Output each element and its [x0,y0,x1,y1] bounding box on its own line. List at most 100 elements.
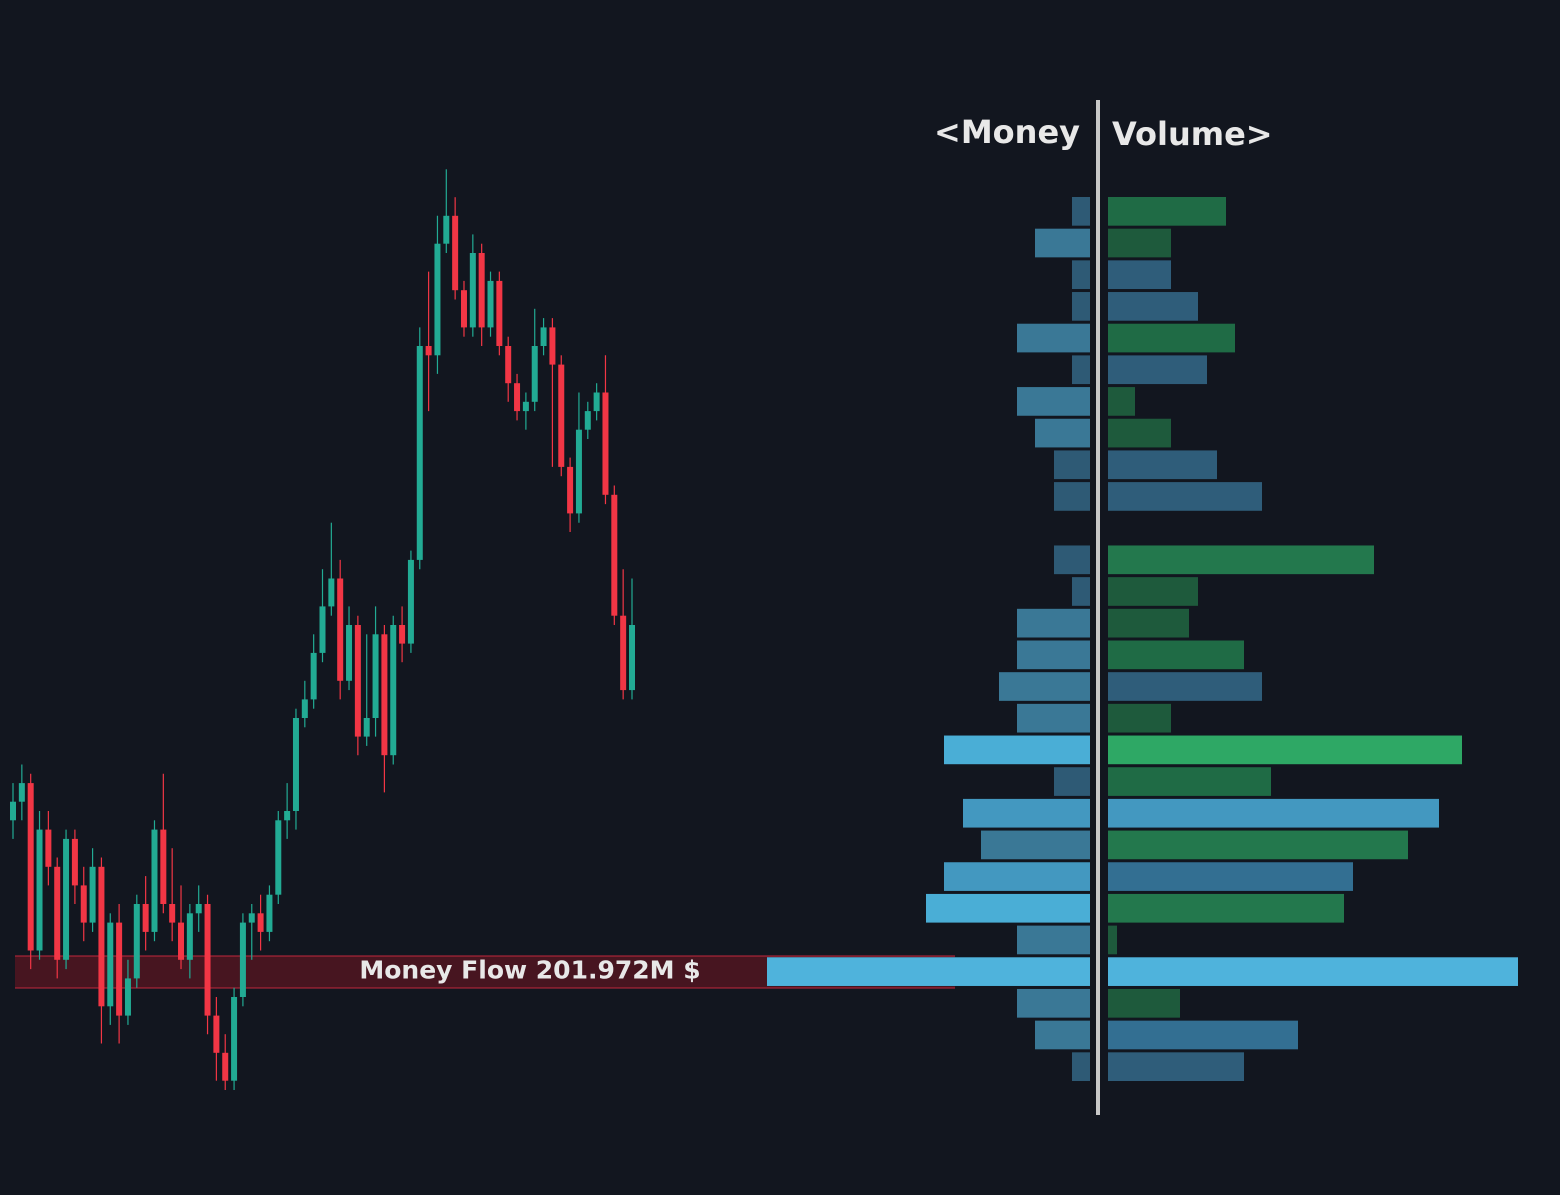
money-bar [1017,925,1090,955]
candle-body [399,625,406,644]
candle-body [620,615,627,691]
candle-body [540,327,547,346]
money-bar [1035,418,1090,448]
volume-bar [1108,608,1189,638]
candle-body [107,922,114,1007]
volume-bar [1108,450,1217,480]
candle-body [584,411,591,430]
volume-bar [1108,893,1344,923]
money-header: <Money [934,113,1080,151]
candle-body [116,922,123,1016]
candle-body [505,346,512,384]
money-bar [1072,292,1090,321]
money-bar [767,957,1090,986]
candle-body [593,392,600,412]
candle-body [460,290,467,328]
candle-body [213,1015,220,1053]
volume-bar [1108,957,1518,986]
candle-body [195,904,202,914]
volume-bar [1108,735,1462,765]
candle-body [275,820,282,895]
candle-body [452,215,459,291]
money-bar [1017,323,1090,353]
volume-bar [1108,1052,1244,1081]
candle-body [222,1052,229,1081]
volume-bar [1108,292,1198,321]
candle-body [514,383,521,412]
candle-body [160,829,167,904]
money-bar [1017,640,1090,670]
candle-body [611,494,618,616]
candle-body [487,280,494,328]
candle-body [186,913,193,960]
volume-bar [1108,798,1439,828]
candle-body [602,392,609,495]
candle-body [558,364,565,467]
candle-body [337,578,344,681]
money-bar [1017,703,1090,733]
volume-bar [1108,323,1235,353]
candle-body [89,866,96,923]
money-bar [944,735,1090,765]
money-bar [1072,197,1090,226]
volume-bar [1108,925,1117,955]
candle-body [549,327,556,365]
money-bar [1017,387,1090,416]
candle-body [416,346,423,560]
candle-body [496,280,503,346]
candle-body [292,718,299,811]
candle-body [284,811,291,821]
candle-body [80,885,87,923]
volume-bar [1108,545,1374,575]
candle-body [629,625,635,691]
money-bar [1072,577,1090,606]
volume-bar [1108,228,1171,258]
candle-body [63,838,70,960]
candle-body [390,625,397,756]
candle-body [434,243,441,356]
poc-label: Money Flow 201.972M $ [359,956,700,985]
candle-body [124,978,131,1016]
volume-bar [1108,703,1171,733]
money-bar [1035,1020,1090,1050]
money-bar [1054,767,1090,796]
candle-body [346,625,353,681]
candle-body [328,578,335,607]
candle-body [522,401,529,412]
money-bar [1035,228,1090,258]
candle-body [301,699,308,718]
money-bar [1017,608,1090,638]
candle-body [381,634,388,756]
candle-body [469,253,476,328]
volume-bar [1108,197,1226,226]
volume-bar [1108,355,1207,385]
volume-bar [1108,640,1244,670]
money-bar [1054,450,1090,480]
candle-body [36,829,43,951]
candle-body [575,429,582,514]
candle-body [531,346,538,402]
candle-body [248,913,255,923]
candle-body [372,634,379,718]
money-bar [1054,545,1090,575]
candle-body [45,829,52,867]
candle-body [169,904,176,923]
money-bar [926,893,1090,923]
money-bar [1072,260,1090,290]
candles [10,169,635,1090]
candle-body [71,838,78,886]
candle-body [425,346,432,356]
volume-bar [1108,482,1262,511]
volume-bar [1108,830,1408,860]
candle-body [133,904,140,979]
volume-bar [1108,1020,1298,1050]
money-bar [1054,482,1090,511]
money-bar [963,798,1090,828]
candle-body [239,922,246,997]
candle-body [151,829,158,932]
candle-body [54,866,61,960]
candle-body [478,253,485,328]
candle-body [407,559,414,644]
volume-bar [1108,862,1353,891]
